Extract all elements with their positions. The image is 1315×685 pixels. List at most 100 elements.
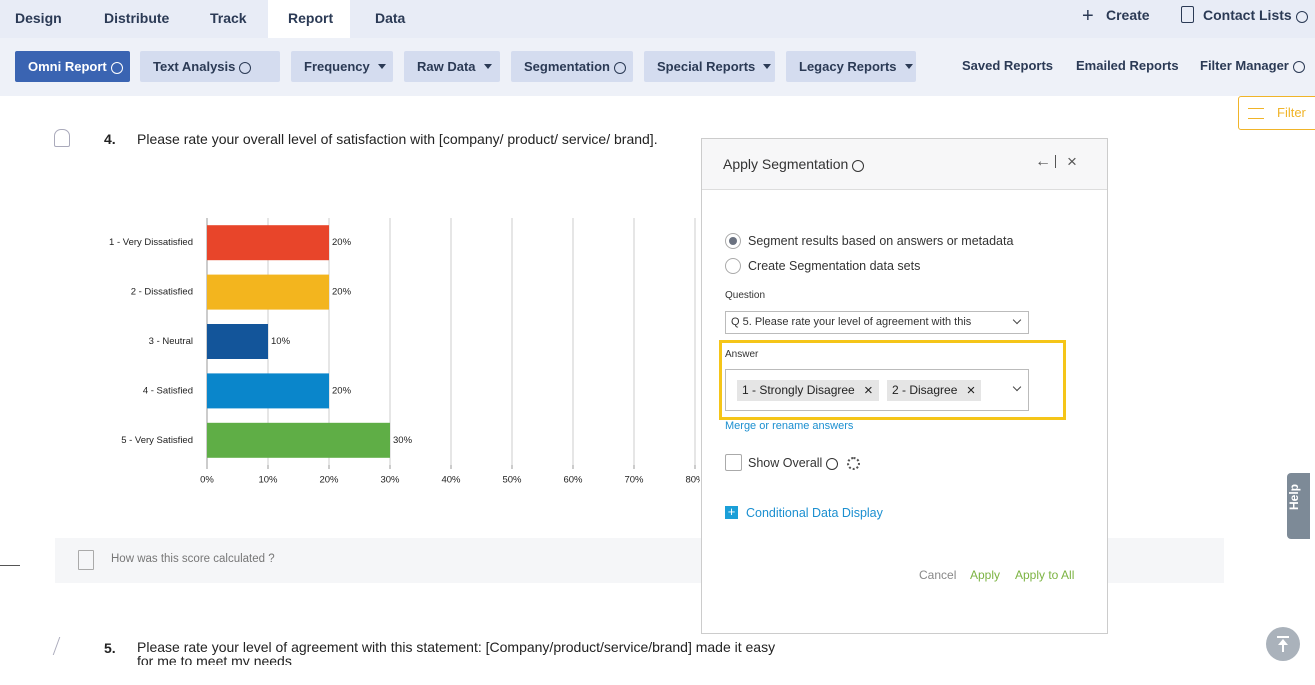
field-label: Question xyxy=(725,290,766,301)
show-overall: Show Overall xyxy=(748,456,860,470)
question-icon xyxy=(52,637,75,655)
y-tick-label: 1 - Very Dissatisfied xyxy=(109,237,193,248)
x-tick-label: 80% xyxy=(685,475,700,486)
apply-button[interactable]: Apply xyxy=(970,568,1001,582)
option-label: Segment results based on answers or meta… xyxy=(748,234,1014,248)
help-icon xyxy=(1292,61,1305,73)
legacy-reports-button[interactable]: Legacy Reports xyxy=(786,51,916,82)
merge-link[interactable]: Merge or rename answers xyxy=(725,420,854,432)
emailed-reports-link[interactable]: Emailed Reports xyxy=(1076,58,1179,73)
y-tick-label: 2 - Dissatisfied xyxy=(131,287,193,298)
create-button[interactable]: Create xyxy=(1106,7,1150,23)
filter-button[interactable]: Filter xyxy=(1238,96,1315,130)
label: Legacy Reports xyxy=(799,59,897,74)
omni-report-button[interactable]: Omni Report xyxy=(15,51,130,82)
segmentation-button[interactable]: Segmentation xyxy=(511,51,633,82)
note-icon xyxy=(78,550,94,570)
value-label: 20% xyxy=(332,287,352,298)
question-number: 5. xyxy=(104,640,116,656)
x-tick-label: 50% xyxy=(502,475,522,486)
conditional-link[interactable]: Conditional Data Display xyxy=(746,506,883,520)
tab[interactable]: Design xyxy=(15,10,62,26)
tab[interactable]: Track xyxy=(210,10,247,26)
bar-chart: 0% 10% 20% 30% 40% 50% 60% 70% 80% 1 - Very Dissa… xyxy=(109,218,700,486)
value-label: 10% xyxy=(271,336,291,347)
x-tick-label: 40% xyxy=(441,475,461,486)
x-tick-label: 30% xyxy=(380,475,400,486)
close-icon[interactable]: × xyxy=(1067,152,1077,171)
frequency-button[interactable]: Frequency xyxy=(291,51,393,82)
apply-all-button[interactable]: Apply to All xyxy=(1015,568,1075,582)
plus-icon: + xyxy=(1082,5,1094,27)
back-icon[interactable]: ← xyxy=(1035,153,1051,170)
help-icon xyxy=(239,62,252,74)
settings-icon[interactable] xyxy=(847,457,860,470)
chevron xyxy=(1012,382,1022,392)
label: Omni Report xyxy=(28,59,107,74)
x-tick-label: 0% xyxy=(200,475,214,486)
bar xyxy=(207,373,329,409)
segmentation-panel: Apply Segmentation ← × Segment results b… xyxy=(701,138,1108,634)
score-note[interactable]: How was this score calculated ? xyxy=(111,553,275,565)
tab[interactable]: Data xyxy=(375,10,406,26)
field-label: Answer xyxy=(725,349,759,360)
y-tick-label: 3 - Neutral xyxy=(149,336,193,347)
chevron xyxy=(1012,315,1022,325)
label: Filter Manager xyxy=(1200,58,1289,73)
panel-title: Apply Segmentation xyxy=(723,156,865,172)
label: Contact Lists xyxy=(1203,7,1292,23)
special-reports-button[interactable]: Special Reports xyxy=(644,51,775,82)
help-icon xyxy=(826,458,839,470)
question-number: 4. xyxy=(104,131,116,147)
contact-lists[interactable]: Contact Lists xyxy=(1203,7,1308,23)
radio-checked[interactable] xyxy=(725,233,741,249)
label: Show Overall xyxy=(748,456,823,470)
remove-icon[interactable]: × xyxy=(966,382,976,399)
nav-bar xyxy=(0,0,1315,38)
book-icon xyxy=(1181,6,1194,23)
filter-manager-link[interactable]: Filter Manager xyxy=(1200,58,1305,73)
help-icon xyxy=(852,160,865,172)
value: Q 5. Please rate your level of agreement… xyxy=(731,316,972,328)
raw-data-button[interactable]: Raw Data xyxy=(404,51,500,82)
label: 2 - Disagree xyxy=(892,383,958,397)
radio[interactable] xyxy=(725,258,741,274)
bar xyxy=(207,274,329,310)
help-tab[interactable] xyxy=(1287,473,1310,539)
separator xyxy=(1055,155,1056,168)
checkbox[interactable] xyxy=(725,454,742,471)
answer-chip[interactable]: 2 - Disagree × xyxy=(887,380,982,401)
cancel-button[interactable]: Cancel xyxy=(919,568,957,582)
answer-chip[interactable]: 1 - Strongly Disagree × xyxy=(737,380,879,401)
value-label: 20% xyxy=(332,237,352,248)
caret xyxy=(377,64,386,73)
label: Raw Data xyxy=(417,59,476,74)
plus-box[interactable]: + xyxy=(725,505,738,519)
saved-reports-link[interactable]: Saved Reports xyxy=(962,58,1054,73)
highlight-box xyxy=(719,340,1066,420)
value-label: 20% xyxy=(332,385,352,396)
x-tick-label: 20% xyxy=(319,475,339,486)
tab[interactable]: Distribute xyxy=(104,10,170,26)
caret xyxy=(904,64,913,73)
help-label[interactable]: Help xyxy=(1287,483,1302,511)
divider xyxy=(0,565,20,566)
label: Special Reports xyxy=(657,59,756,74)
bar xyxy=(207,324,268,359)
text-analysis-button[interactable]: Text Analysis xyxy=(140,51,280,82)
y-tick-label: 4 - Satisfied xyxy=(143,385,193,396)
option-label: Create Segmentation data sets xyxy=(748,259,921,273)
tab-active[interactable]: Report xyxy=(268,0,350,38)
panel-header xyxy=(702,139,1107,190)
help-icon xyxy=(1295,11,1308,23)
label: Apply Segmentation xyxy=(723,156,849,172)
label: Segmentation xyxy=(524,59,610,74)
answer-select[interactable] xyxy=(725,369,1029,411)
remove-icon[interactable]: × xyxy=(863,382,873,399)
value-label: 30% xyxy=(393,435,413,446)
filter-icon xyxy=(1248,108,1264,119)
question-select[interactable]: Q 5. Please rate your level of agreement… xyxy=(725,311,1029,334)
scroll-top[interactable] xyxy=(1266,627,1300,661)
help-icon xyxy=(110,62,123,74)
